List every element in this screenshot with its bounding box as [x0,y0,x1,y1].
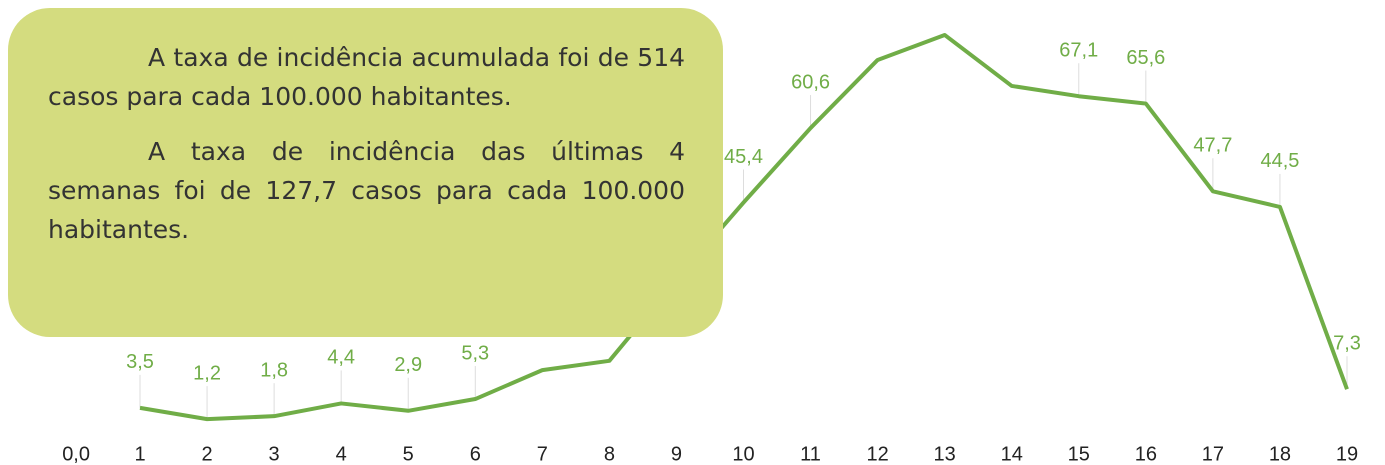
data-label: 5,3 [461,342,489,364]
x-tick-label: 13 [934,443,956,465]
x-tick-label: 7 [537,443,548,465]
x-tick-label: 11 [800,443,821,465]
data-label: 3,5 [126,351,154,373]
callout-text: A taxa de incidência acumulada foi de 51… [48,43,685,111]
x-tick-label: 9 [671,443,682,465]
x-tick-label: 6 [470,443,481,465]
data-label: 65,6 [1126,47,1165,69]
data-label: 7,3 [1333,333,1361,355]
data-label: 1,2 [193,362,221,384]
x-tick-label: 16 [1135,443,1157,465]
data-label: 45,4 [724,146,763,168]
y-tick-label: 0,0 [62,443,90,465]
x-tick-label: 17 [1202,443,1224,465]
data-label: 44,5 [1260,150,1299,172]
x-tick-label: 18 [1269,443,1291,465]
callout: A taxa de incidência acumulada foi de 51… [8,8,723,337]
x-tick-label: 1 [134,443,145,465]
x-tick-label: 5 [403,443,414,465]
x-tick-label: 4 [336,443,347,465]
data-label: 2,9 [394,354,422,376]
x-tick-label: 12 [866,443,888,465]
data-label: 4,4 [327,347,355,369]
data-line [139,32,1349,422]
data-label: 60,6 [791,71,830,93]
x-tick-label: 10 [732,443,754,465]
callout-text: A taxa de incidência das últimas 4 seman… [48,137,685,244]
x-tick-label: 2 [201,443,212,465]
x-tick-label: 15 [1068,443,1090,465]
data-label: 1,8 [260,359,288,381]
x-tick-label: 8 [604,443,615,465]
data-label: 47,7 [1193,135,1232,157]
x-tick-label: 14 [1001,443,1023,465]
x-tick-label: 19 [1336,443,1358,465]
data-label: 67,1 [1059,39,1098,61]
x-tick-label: 3 [269,443,280,465]
